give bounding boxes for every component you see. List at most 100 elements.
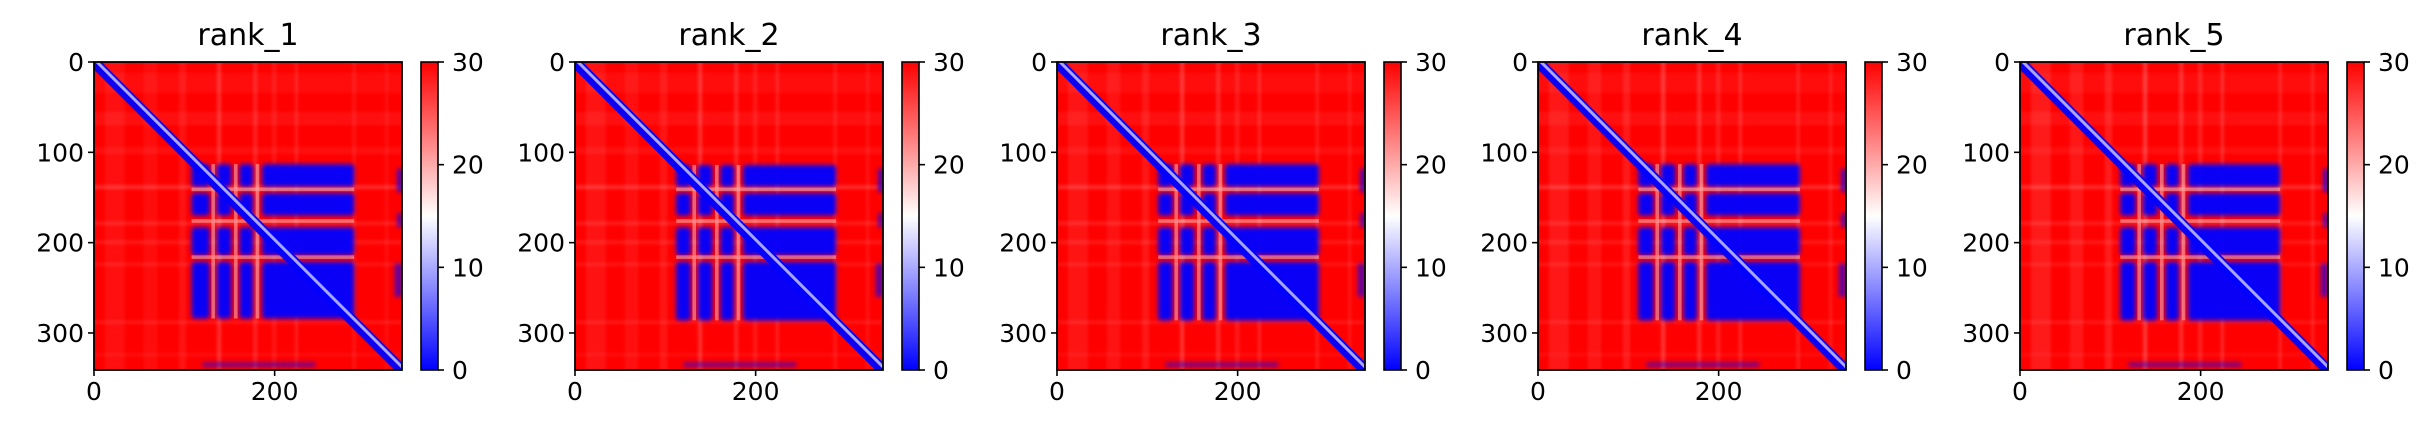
y-tick-label: 300: [999, 319, 1047, 348]
horizontal-boundary: [676, 187, 837, 192]
domain-block: [676, 261, 691, 321]
diagonal-band: [1538, 62, 1846, 370]
horizontal-boundary: [191, 255, 355, 259]
edge-block: [1838, 263, 1846, 297]
texture-row: [2020, 111, 2328, 126]
texture-row: [94, 72, 402, 93]
domain-block: [216, 227, 232, 256]
texture-row: [94, 352, 402, 357]
edge-block: [878, 168, 883, 193]
y-axis: 0 100 200 300: [36, 48, 94, 348]
x-axis: 0 200: [567, 370, 780, 406]
colorbar: 0 10 20 30: [1383, 48, 1447, 385]
domain-block: [2165, 227, 2179, 256]
texture-column: [659, 62, 668, 370]
texture-column: [624, 62, 639, 370]
edge-block: [1357, 263, 1365, 297]
edge-block: [394, 263, 402, 297]
diagonal-band: [575, 62, 883, 370]
colorbar-tick-label: 20: [1415, 151, 1447, 180]
panel-title: rank_1: [197, 18, 298, 53]
domain-block: [2120, 261, 2136, 321]
edge-block: [875, 263, 883, 297]
vertical-boundary: [1197, 164, 1201, 321]
y-tick-label: 0: [1512, 48, 1528, 77]
vertical-boundary: [211, 164, 216, 319]
vertical-boundary: [715, 164, 719, 321]
domain-block: [262, 192, 355, 216]
texture-column: [1828, 62, 1833, 370]
heatmap-area: [1057, 62, 1365, 370]
texture-row: [2020, 184, 2328, 190]
domain-block: [743, 192, 837, 216]
heatmap-area: [1538, 62, 1846, 370]
texture-row: [575, 146, 883, 155]
y-axis: 0 100 200 300: [999, 48, 1057, 348]
texture-row: [1538, 72, 1846, 93]
texture-column: [1796, 62, 1800, 370]
x-tick-label: 200: [732, 377, 780, 406]
texture-row: [1057, 111, 1365, 126]
y-tick-label: 200: [517, 229, 565, 258]
y-tick-label: 0: [68, 48, 84, 77]
texture-column: [294, 62, 299, 370]
colorbar-tick-label: 20: [452, 151, 484, 180]
x-tick-label: 200: [251, 377, 299, 406]
domain-block: [2142, 227, 2158, 256]
domain-block: [1638, 192, 1654, 216]
domain-block: [2120, 192, 2136, 216]
vertical-boundary: [1678, 164, 1682, 321]
texture-column: [833, 62, 837, 370]
heatmap-frame: [93, 61, 403, 371]
texture-row: [94, 320, 402, 324]
x-tick-label: 0: [86, 377, 102, 406]
domain-block: [2165, 164, 2179, 187]
vertical-boundary: [736, 164, 741, 321]
domain-block: [1225, 192, 1319, 216]
texture-row: [1057, 320, 1365, 324]
heatmap-area: [2020, 62, 2328, 370]
diagonal-band: [1057, 62, 1365, 370]
texture-row: [1057, 184, 1365, 190]
heatmap-frame: [1056, 61, 1366, 371]
domain-block: [191, 227, 210, 256]
domain-block: [239, 261, 253, 319]
domain-block: [239, 164, 253, 187]
y-tick-label: 0: [549, 48, 565, 77]
colorbar-tick-label: 0: [2378, 356, 2394, 385]
texture-column: [2278, 62, 2282, 370]
bottom-edge-band: [2128, 362, 2242, 367]
heatmap-frame: [574, 61, 884, 371]
y-tick-label: 100: [36, 138, 84, 167]
domain-block: [697, 261, 713, 321]
y-tick-label: 0: [1031, 48, 1047, 77]
domain-block: [191, 261, 210, 319]
vertical-boundary: [1218, 164, 1223, 321]
domain-block: [720, 261, 734, 321]
edge-block: [2323, 168, 2328, 193]
y-tick-label: 100: [517, 138, 565, 167]
texture-row: [2020, 146, 2328, 155]
domain-block: [720, 164, 734, 187]
diagonal-highlight: [2021, 62, 2328, 369]
domain-block: [1638, 227, 1654, 256]
heatmap-area: [94, 62, 402, 370]
colorbar-tick-label: 30: [1896, 48, 1928, 77]
bottom-edge-band: [202, 362, 316, 367]
x-axis: 0 200: [1530, 370, 1743, 406]
x-tick-label: 0: [2012, 377, 2028, 406]
domain-block: [191, 192, 210, 216]
colorbar-tick-label: 30: [933, 48, 965, 77]
heatmap-frame: [2019, 61, 2329, 371]
edge-block: [878, 212, 883, 228]
texture-row: [1538, 320, 1846, 324]
texture-column: [104, 62, 125, 370]
domain-block: [262, 164, 355, 187]
domain-block: [2142, 261, 2158, 321]
texture-column: [216, 62, 222, 370]
colorbar: 0 10 20 30: [1864, 48, 1928, 385]
texture-column: [2030, 62, 2051, 370]
